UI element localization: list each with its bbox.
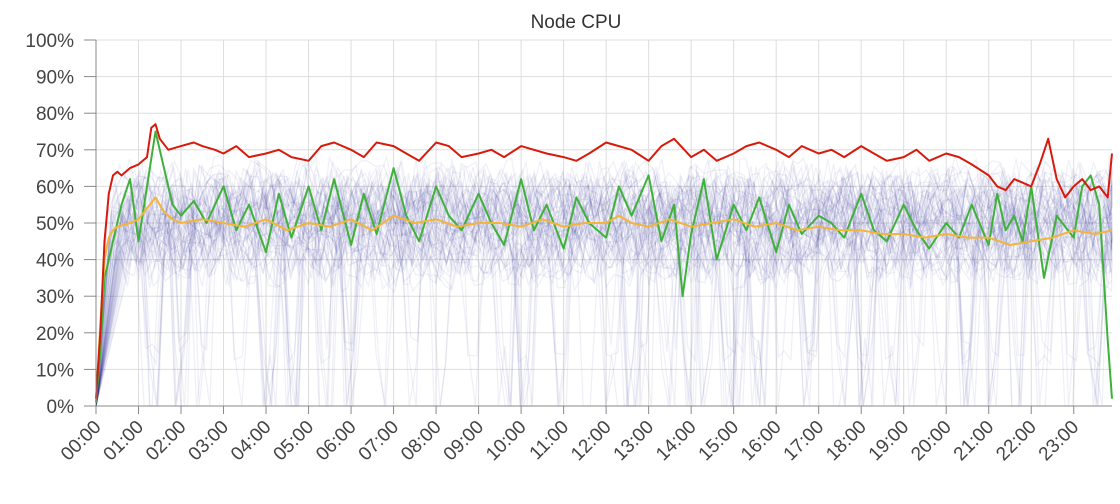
node-cpu-line (95, 174, 1113, 407)
x-tick-label: 09:00 (440, 417, 488, 465)
x-tick-label: 14:00 (652, 417, 700, 465)
x-tick-label: 07:00 (355, 417, 403, 465)
node-cpu-line (95, 205, 1113, 407)
node-cpu-line (95, 220, 1113, 407)
node-cpu-line (95, 166, 1113, 407)
y-tick-label: 0% (47, 397, 75, 418)
node-cpu-line (95, 210, 1113, 407)
node-cpu-line (95, 188, 1113, 407)
x-tick-label: 11:00 (526, 417, 573, 464)
node-cpu-line (95, 176, 1113, 407)
node-cpu-line (95, 203, 1113, 407)
node-cpu-line (95, 194, 1113, 407)
x-tick-label: 10:00 (482, 417, 530, 465)
series-layer (95, 123, 1113, 403)
node-cpu-line (95, 212, 1113, 407)
y-tick-label: 20% (36, 324, 74, 345)
x-tick-label: 03:00 (185, 417, 233, 465)
x-tick-label: 19:00 (865, 417, 913, 465)
x-tick-label: 04:00 (227, 417, 275, 465)
y-tick-label: 100% (25, 31, 74, 52)
node-cpu-line (95, 154, 1113, 407)
max-cpu-line (95, 123, 1113, 399)
node-cpu-line (95, 217, 1113, 407)
y-tick-label: 70% (36, 141, 74, 162)
node-cpu-line (95, 164, 1113, 407)
node-cpu-line (95, 171, 1113, 407)
x-tick-label: 23:00 (1035, 417, 1083, 465)
x-tick-label: 18:00 (822, 417, 870, 465)
x-tick-label: 20:00 (907, 417, 955, 465)
node-cpu-line (95, 155, 1113, 407)
node-cpu-line (95, 213, 1113, 407)
node-cpu-line (95, 214, 1113, 407)
node-cpu-line (95, 202, 1113, 407)
node-cpu-line (95, 154, 1113, 407)
node-cpu-line (95, 158, 1113, 407)
node-cpu-line (95, 212, 1113, 407)
node-cpu-line (95, 171, 1113, 407)
node-cpu-line (95, 174, 1113, 407)
node-cpu-line (95, 165, 1113, 407)
median-cpu-line (95, 196, 1113, 399)
node-cpu-line (95, 219, 1113, 407)
x-tick-label: 02:00 (142, 417, 190, 465)
y-tick-label: 10% (36, 360, 74, 381)
x-tick-label: 22:00 (992, 417, 1040, 465)
node-cpu-line (95, 201, 1113, 407)
x-tick-label: 01:00 (100, 417, 148, 465)
x-tick-label: 21:00 (950, 417, 998, 465)
y-tick-label: 90% (36, 68, 74, 89)
x-tick-label: 08:00 (397, 417, 445, 465)
chart-title: Node CPU (531, 12, 622, 33)
x-tick-label: 05:00 (270, 417, 318, 465)
node-cpu-line (95, 171, 1113, 407)
y-tick-label: 40% (36, 251, 74, 272)
node-cpu-line (95, 169, 1113, 407)
x-tick-label: 12:00 (567, 417, 615, 465)
x-tick-label: 17:00 (780, 417, 828, 465)
node-cpu-line (95, 224, 1113, 407)
x-tick-label: 00:00 (57, 417, 105, 465)
y-tick-label: 80% (36, 104, 74, 125)
y-tick-label: 30% (36, 287, 74, 308)
node-cpu-line (95, 221, 1113, 407)
node-cpu-line (95, 226, 1113, 407)
node-cpu-line (95, 161, 1113, 407)
x-tick-label: 06:00 (312, 417, 360, 465)
y-tick-label: 50% (36, 214, 74, 235)
node-cpu-line (95, 221, 1113, 407)
node-lines-layer (95, 154, 1113, 407)
node-cpu-line (95, 212, 1113, 407)
node-cpu-line (95, 178, 1113, 407)
x-tick-label: 15:00 (695, 417, 743, 465)
x-tick-label: 16:00 (737, 417, 785, 465)
node-cpu-line (95, 206, 1113, 407)
x-tick-label: 13:00 (610, 417, 658, 465)
y-tick-label: 60% (36, 177, 74, 198)
node-cpu-line (95, 189, 1113, 407)
node-cpu-line (95, 214, 1113, 407)
